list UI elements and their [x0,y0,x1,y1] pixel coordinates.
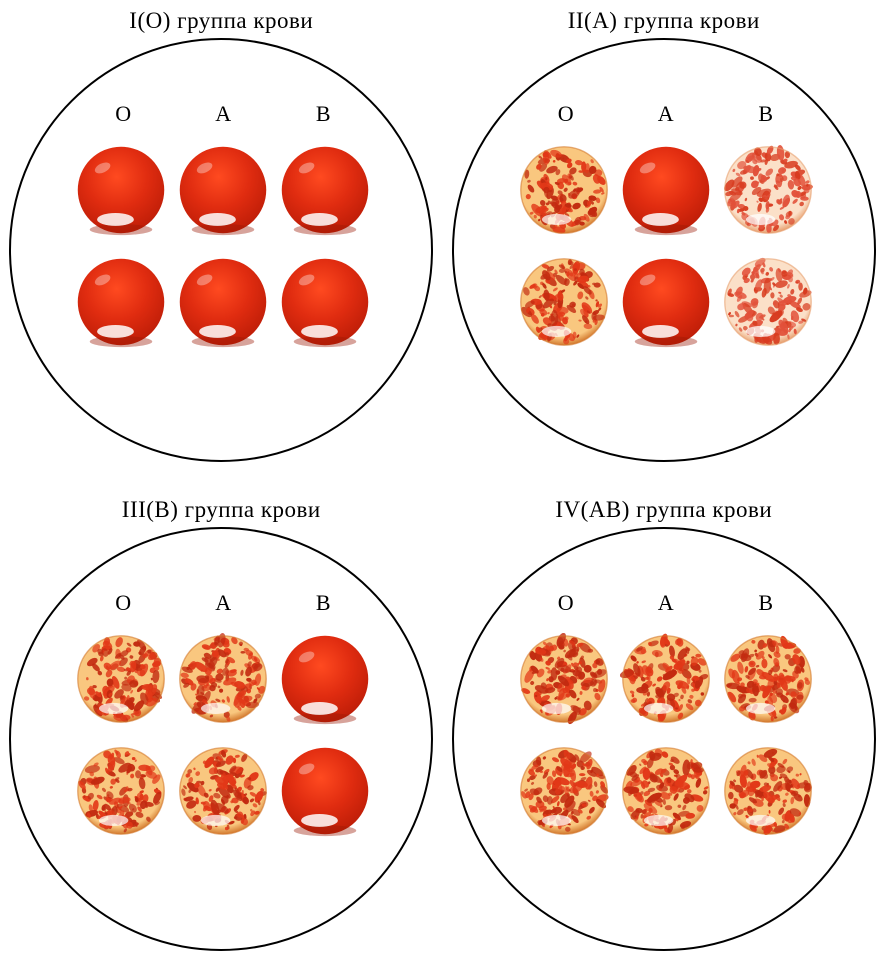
panel-title: I(О) группа крови [129,8,313,34]
panel-group-1: I(О) группа крови О А В [0,0,443,489]
blood-drop [75,144,167,236]
column-label: В [316,590,331,616]
panel-group-4: IV(АВ) группа крови О А В [443,489,885,978]
blood-drop [177,633,269,725]
column-label: В [758,590,773,616]
blood-drop [177,745,269,837]
blood-drop [279,256,371,348]
petri-dish: ОАВ [9,527,433,951]
column-label: О [558,101,574,127]
blood-drop [518,745,610,837]
column-label: А [658,101,674,127]
blood-drop [722,745,814,837]
blood-drop [518,633,610,725]
panel-title: III(В) группа крови [122,497,321,523]
panel-group-3: III(В) группа крови О А В [0,489,443,978]
petri-dish: ОАВ [452,527,876,951]
column-label: А [215,101,231,127]
column-label: О [115,590,131,616]
blood-drop [722,633,814,725]
blood-drop [75,745,167,837]
petri-dish: ОАВ [452,38,876,462]
blood-drop [177,144,269,236]
blood-drop [518,144,610,236]
panel-group-2: II(А) группа крови О А В [443,0,885,489]
blood-drop [620,745,712,837]
column-label: О [558,590,574,616]
blood-drop [722,144,814,236]
column-label: А [215,590,231,616]
panel-title: IV(АВ) группа крови [555,497,772,523]
blood-drop [620,633,712,725]
blood-drop [75,256,167,348]
column-label: О [115,101,131,127]
blood-drop [177,256,269,348]
blood-drop [279,144,371,236]
blood-drop [279,633,371,725]
panel-title: II(А) группа крови [568,8,760,34]
blood-drop [279,745,371,837]
blood-drop [75,633,167,725]
petri-dish: ОАВ [9,38,433,462]
blood-drop [620,144,712,236]
column-label: В [758,101,773,127]
blood-group-diagram: I(О) группа крови О А В [0,0,885,978]
column-label: В [316,101,331,127]
blood-drop [620,256,712,348]
blood-drop [722,256,814,348]
column-label: А [658,590,674,616]
blood-drop [518,256,610,348]
